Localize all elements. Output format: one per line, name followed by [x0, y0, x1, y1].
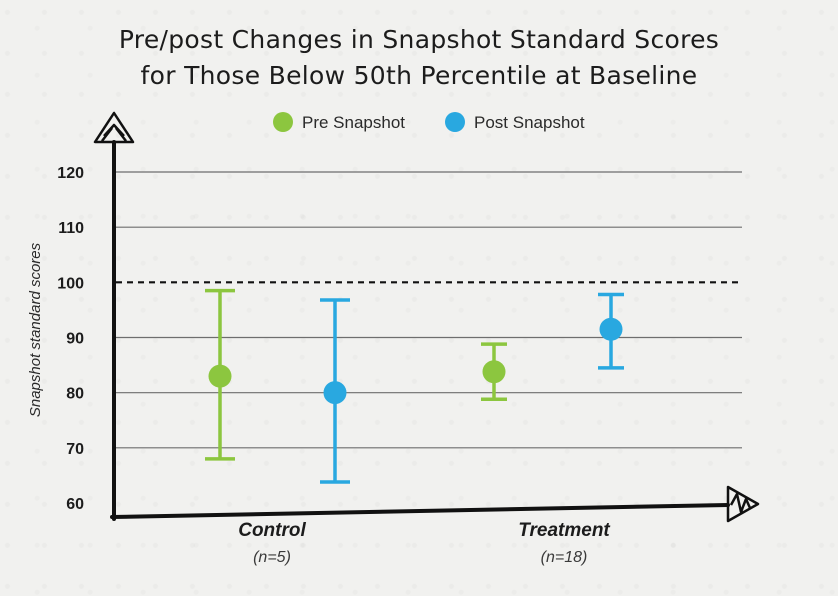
legend-swatch [273, 112, 293, 132]
y-tick-label: 110 [58, 220, 84, 237]
category-n-label: (n=18) [541, 549, 588, 566]
legend: Pre Snapshot Post Snapshot [273, 112, 585, 132]
data-point [323, 381, 347, 405]
chart-title-line-1: Pre/post Changes in Snapshot Standard Sc… [118, 25, 720, 54]
gridlines [116, 171, 742, 449]
chart-title-line-2: for Those Below 50th Percentile at Basel… [140, 61, 698, 90]
legend-label: Post Snapshot [474, 113, 585, 132]
chart-title: Pre/post Changes in Snapshot Standard Sc… [0, 22, 838, 94]
category-label: Control [238, 520, 306, 541]
y-tick-label: 120 [57, 165, 84, 182]
data-point [599, 317, 623, 341]
data-point [208, 364, 232, 388]
category-label: Treatment [518, 520, 610, 541]
x-category-labels: Control (n=5) Treatment (n=18) [238, 520, 610, 566]
y-axis-arrow-icon [93, 111, 135, 144]
x-axis-arrow-icon [726, 485, 760, 523]
legend-label: Pre Snapshot [302, 113, 405, 132]
y-axis-label: Snapshot standard scores [27, 242, 44, 417]
data-marks [205, 288, 624, 484]
y-tick-label: 90 [66, 331, 84, 348]
y-tick-labels: 60 70 80 90 100 110 120 [57, 165, 84, 513]
data-point [482, 360, 506, 384]
y-tick-label: 100 [57, 275, 84, 292]
category-n-label: (n=5) [253, 549, 291, 566]
x-axis [110, 503, 730, 519]
legend-swatch [445, 112, 465, 132]
y-tick-label: 80 [66, 386, 84, 403]
y-tick-label: 70 [66, 441, 84, 458]
y-tick-label: 60 [66, 496, 84, 513]
